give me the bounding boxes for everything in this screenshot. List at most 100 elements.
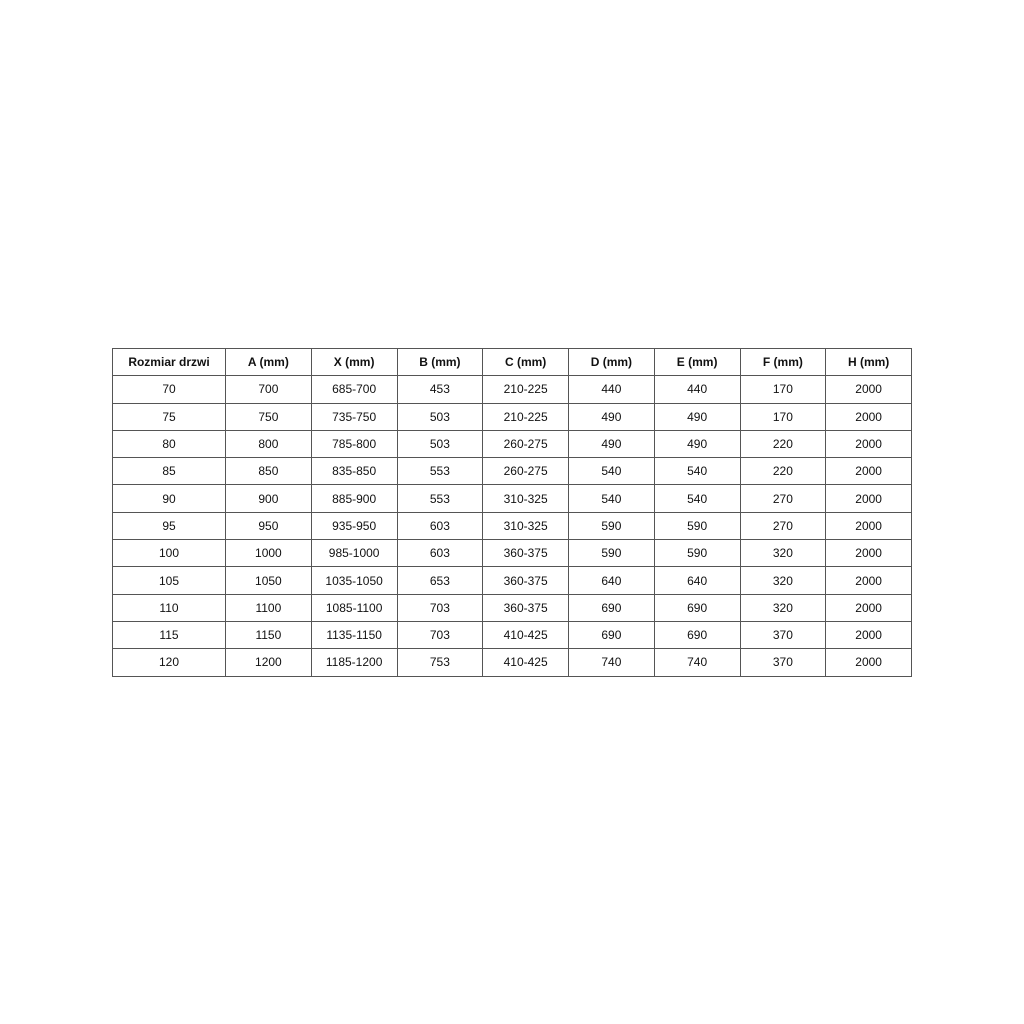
table-cell: 100 <box>112 539 226 568</box>
table-row: 100 1000 985-1000 603 360-375 590 590 320 2000 <box>112 539 912 568</box>
table-cell: 360-375 <box>482 539 569 568</box>
table-cell: 370 <box>739 648 827 677</box>
table-cell: 590 <box>568 511 655 541</box>
table-cell: 1200 <box>225 648 312 677</box>
door-dimensions-table: Rozmiar drzwi A (mm) X (mm) B (mm) C (mm) D (… <box>112 347 912 677</box>
column-header: F (mm) <box>739 347 827 377</box>
header-row: Rozmiar drzwi A (mm) X (mm) B (mm) C (mm) D (… <box>112 347 912 377</box>
table-cell: 1050 <box>225 566 312 595</box>
table-cell: 85 <box>112 457 226 486</box>
table-cell: 210-225 <box>482 402 569 431</box>
column-header: E (mm) <box>653 347 741 377</box>
table-cell: 753 <box>396 648 484 677</box>
table-cell: 320 <box>739 593 827 622</box>
table-cell: 735-750 <box>310 402 398 431</box>
table-row: 70 700 685-700 453 210-225 440 440 170 2000 <box>112 375 912 404</box>
table-cell: 410-425 <box>482 648 569 677</box>
table-row: 85 850 835-850 553 260-275 540 540 220 2000 <box>112 457 912 486</box>
table-cell: 2000 <box>825 539 912 568</box>
table-cell: 210-225 <box>482 375 569 404</box>
table-cell: 360-375 <box>482 593 569 622</box>
table-cell: 740 <box>568 648 655 677</box>
table-cell: 590 <box>653 539 741 568</box>
table-cell: 90 <box>112 484 226 513</box>
column-header: H (mm) <box>825 347 912 377</box>
table-cell: 703 <box>396 593 484 622</box>
table-cell: 1035-1050 <box>310 566 398 595</box>
table-cell: 2000 <box>825 457 912 486</box>
table-cell: 653 <box>396 566 484 595</box>
table-row: 75 750 735-750 503 210-225 490 490 170 2000 <box>112 402 912 431</box>
table-cell: 490 <box>568 429 655 459</box>
table-cell: 410-425 <box>482 620 569 650</box>
table-cell: 1135-1150 <box>310 620 398 650</box>
table-row: 80 800 785-800 503 260-275 490 490 220 2000 <box>112 429 912 459</box>
table-cell: 2000 <box>825 648 912 677</box>
table-cell: 170 <box>739 402 827 431</box>
table-cell: 540 <box>653 457 741 486</box>
table-cell: 370 <box>739 620 827 650</box>
table-cell: 603 <box>396 539 484 568</box>
table-cell: 900 <box>225 484 312 513</box>
table-cell: 2000 <box>825 566 912 595</box>
table-cell: 115 <box>112 620 226 650</box>
table-cell: 1085-1100 <box>310 593 398 622</box>
column-header: X (mm) <box>310 347 398 377</box>
table-row: 105 1050 1035-1050 653 360-375 640 640 320 2000 <box>112 566 912 595</box>
table-cell: 553 <box>396 484 484 513</box>
table-cell: 2000 <box>825 484 912 513</box>
table-cell: 490 <box>568 402 655 431</box>
table-cell: 885-900 <box>310 484 398 513</box>
table-cell: 80 <box>112 429 226 459</box>
table-cell: 590 <box>568 539 655 568</box>
table-cell: 740 <box>653 648 741 677</box>
table-cell: 490 <box>653 402 741 431</box>
table-cell: 590 <box>653 511 741 541</box>
column-header: C (mm) <box>482 347 569 377</box>
column-header: A (mm) <box>225 347 312 377</box>
table-cell: 540 <box>653 484 741 513</box>
table-cell: 2000 <box>825 402 912 431</box>
table-cell: 603 <box>396 511 484 541</box>
table-cell: 640 <box>653 566 741 595</box>
table-row: 120 1200 1185-1200 753 410-425 740 740 370 2000 <box>112 648 912 677</box>
column-header: D (mm) <box>568 347 655 377</box>
table-cell: 1100 <box>225 593 312 622</box>
table-cell: 260-275 <box>482 429 569 459</box>
table-cell: 700 <box>225 375 312 404</box>
table-cell: 685-700 <box>310 375 398 404</box>
table-cell: 785-800 <box>310 429 398 459</box>
table-cell: 260-275 <box>482 457 569 486</box>
table-cell: 120 <box>112 648 226 677</box>
table-cell: 540 <box>568 457 655 486</box>
table-cell: 1185-1200 <box>310 648 398 677</box>
table-cell: 320 <box>739 539 827 568</box>
table-cell: 220 <box>739 457 827 486</box>
table-cell: 2000 <box>825 620 912 650</box>
table-cell: 2000 <box>825 511 912 541</box>
table-row: 90 900 885-900 553 310-325 540 540 270 2000 <box>112 484 912 513</box>
table-cell: 490 <box>653 429 741 459</box>
table-cell: 170 <box>739 375 827 404</box>
table-cell: 105 <box>112 566 226 595</box>
table-cell: 440 <box>568 375 655 404</box>
table-cell: 270 <box>739 511 827 541</box>
table-cell: 220 <box>739 429 827 459</box>
table-cell: 2000 <box>825 429 912 459</box>
column-header: B (mm) <box>396 347 484 377</box>
table-cell: 2000 <box>825 375 912 404</box>
table-cell: 320 <box>739 566 827 595</box>
table-cell: 503 <box>396 402 484 431</box>
table-cell: 540 <box>568 484 655 513</box>
table-cell: 310-325 <box>482 484 569 513</box>
table-cell: 703 <box>396 620 484 650</box>
table-cell: 270 <box>739 484 827 513</box>
table-cell: 1000 <box>225 539 312 568</box>
table-cell: 690 <box>568 593 655 622</box>
table-cell: 95 <box>112 511 226 541</box>
table-cell: 835-850 <box>310 457 398 486</box>
table-cell: 1150 <box>225 620 312 650</box>
column-header: Rozmiar drzwi <box>112 347 226 377</box>
table-cell: 70 <box>112 375 226 404</box>
table-cell: 553 <box>396 457 484 486</box>
